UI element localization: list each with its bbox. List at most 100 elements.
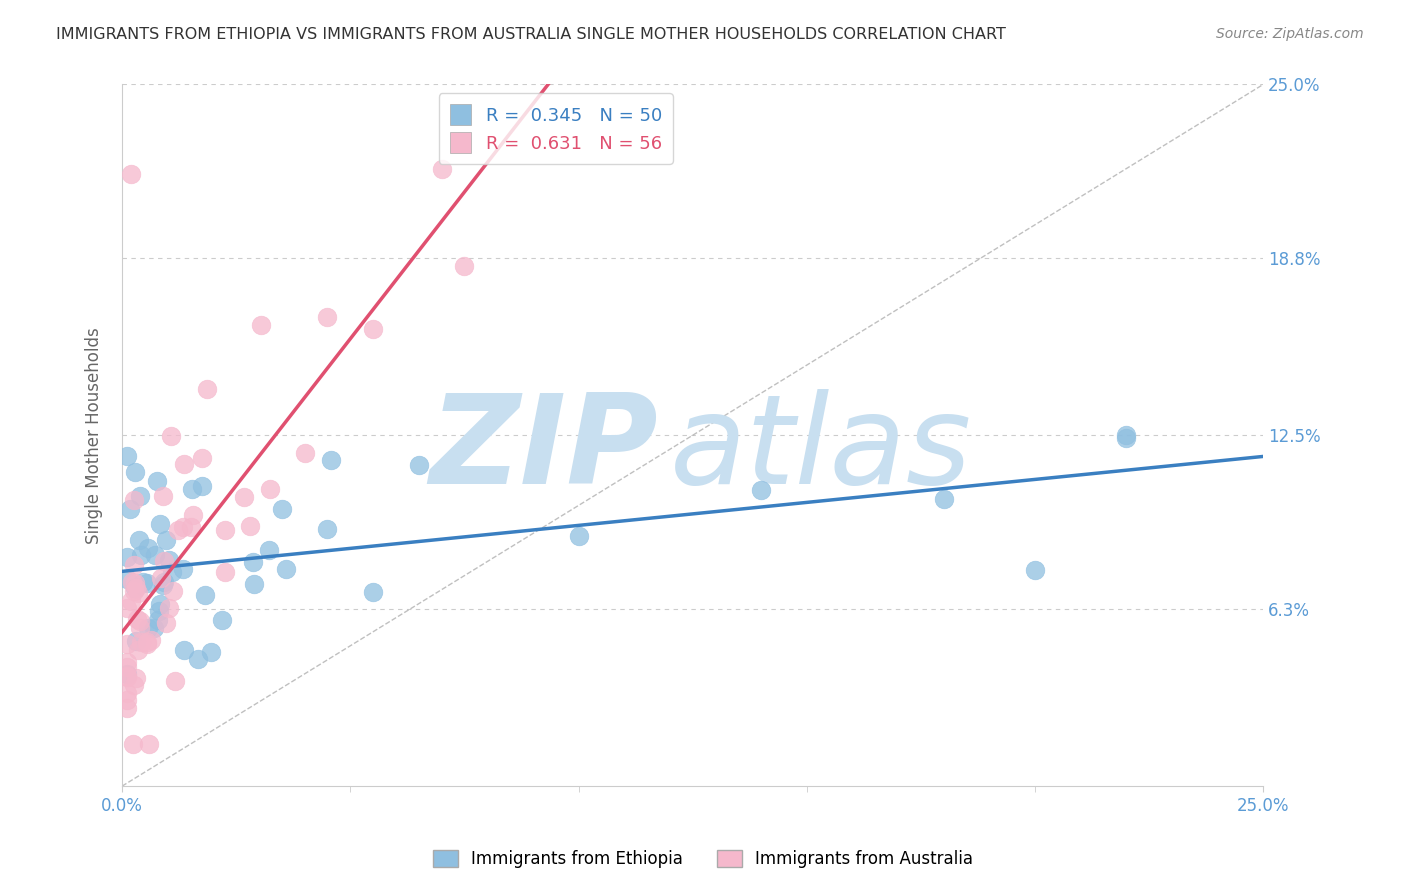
Point [239,519,262,533]
Point [115,692,138,706]
Point [430,161,453,176]
Point [146,613,169,627]
Point [148,604,170,618]
Point [128,489,150,503]
Point [932,491,955,506]
Point [149,571,172,585]
Point [1115,428,1137,442]
Point [157,553,180,567]
Point [145,474,167,488]
Point [127,585,149,599]
Point [135,637,157,651]
Point [152,489,174,503]
Point [122,492,145,507]
Point [149,516,172,531]
Point [214,524,236,538]
Point [136,621,159,635]
Point [194,588,217,602]
Point [120,594,142,608]
Point [173,457,195,471]
Point [233,490,256,504]
Point [160,428,183,442]
Legend: R =  0.345   N = 50, R =  0.631   N = 56: R = 0.345 N = 50, R = 0.631 N = 56 [439,94,672,164]
Point [115,686,138,700]
Point [115,670,138,684]
Point [115,655,138,669]
Point [172,519,194,533]
Point [316,522,339,536]
Point [115,666,138,681]
Point [129,548,152,562]
Point [149,597,172,611]
Point [270,502,292,516]
Point [453,259,475,273]
Point [115,449,138,463]
Point [125,612,148,626]
Point [257,543,280,558]
Point [1115,431,1137,445]
Point [122,737,145,751]
Point [319,453,342,467]
Point [121,575,143,590]
Point [124,465,146,479]
Text: IMMIGRANTS FROM ETHIOPIA VS IMMIGRANTS FROM AUSTRALIA SINGLE MOTHER HOUSEHOLDS C: IMMIGRANTS FROM ETHIOPIA VS IMMIGRANTS F… [56,27,1007,42]
Point [155,616,177,631]
Point [180,520,202,534]
Point [142,621,165,635]
Point [167,523,190,537]
Point [115,701,138,715]
Point [162,565,184,579]
Point [138,738,160,752]
Point [125,634,148,648]
Point [567,529,589,543]
Point [122,558,145,573]
Point [361,321,384,335]
Point [200,645,222,659]
Point [361,585,384,599]
Point [131,575,153,590]
Point [249,318,271,333]
Point [152,577,174,591]
Point [155,533,177,548]
Point [129,615,152,629]
Point [141,633,163,648]
Point [173,643,195,657]
Point [115,572,138,586]
Point [316,310,339,324]
Point [120,167,142,181]
Point [115,549,138,564]
Point [125,671,148,685]
Point [259,483,281,497]
Point [211,613,233,627]
Legend: Immigrants from Ethiopia, Immigrants from Australia: Immigrants from Ethiopia, Immigrants fro… [426,843,980,875]
Point [127,643,149,657]
Point [191,479,214,493]
Text: atlas: atlas [669,389,972,510]
Point [242,555,264,569]
Point [153,575,176,590]
Point [122,584,145,599]
Point [125,581,148,595]
Point [214,565,236,579]
Point [157,601,180,615]
Point [1024,563,1046,577]
Point [294,446,316,460]
Point [162,584,184,599]
Point [408,458,430,472]
Point [128,621,150,635]
Point [242,576,264,591]
Point [153,554,176,568]
Point [187,652,209,666]
Point [749,483,772,498]
Point [129,635,152,649]
Point [115,600,138,615]
Text: Source: ZipAtlas.com: Source: ZipAtlas.com [1216,27,1364,41]
Point [143,548,166,562]
Point [163,673,186,688]
Point [136,635,159,649]
Point [118,502,141,516]
Point [181,482,204,496]
Point [115,659,138,673]
Point [128,533,150,547]
Point [115,637,138,651]
